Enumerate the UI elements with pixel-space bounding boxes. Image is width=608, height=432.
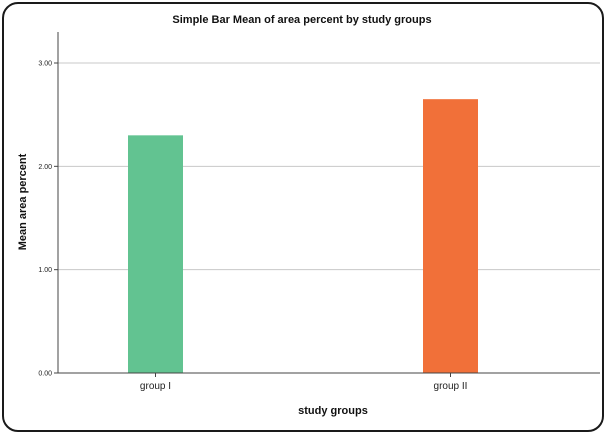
x-tick-label: group II <box>434 381 468 392</box>
y-tick-label: 0.00 <box>38 371 52 378</box>
chart-title: Simple Bar Mean of area percent by study… <box>172 14 431 26</box>
y-tick-label: 2.00 <box>38 164 52 171</box>
bar <box>423 99 478 374</box>
y-axis-label: Mean area percent <box>17 153 29 250</box>
y-tick-label: 3.00 <box>38 61 52 68</box>
ticks-layer: 0.00 1.00 2.00 3.00 group I group II <box>38 61 467 393</box>
y-tick-label: 1.00 <box>38 267 52 274</box>
bars-layer <box>128 99 478 374</box>
bar-chart: Simple Bar Mean of area percent by study… <box>17 14 600 417</box>
x-tick-label: group I <box>140 381 171 392</box>
x-axis-label: study groups <box>298 405 368 417</box>
bar <box>128 135 183 373</box>
